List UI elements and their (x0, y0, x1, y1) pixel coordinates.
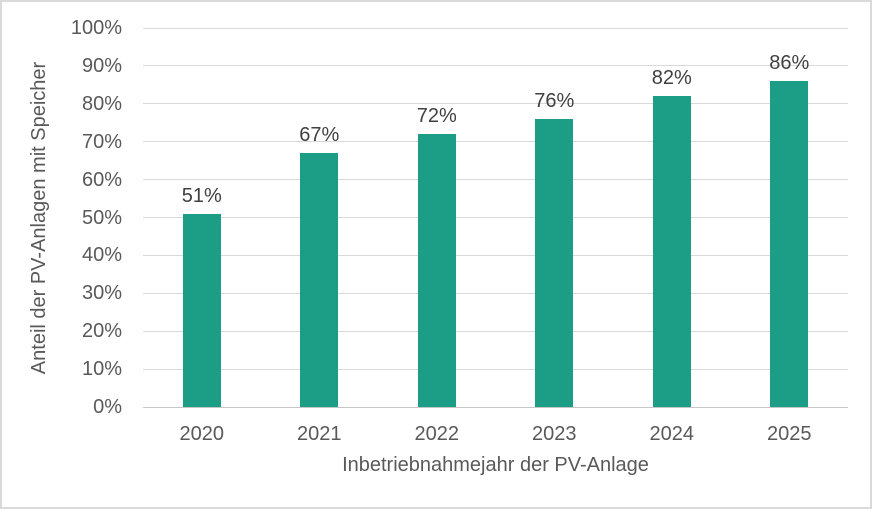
bar-value-label-2025: 86% (769, 52, 810, 75)
x-tick-label-2024: 2024 (649, 423, 695, 445)
bar-value-label-2023: 76% (534, 89, 575, 112)
x-tick-label-2025: 2025 (767, 423, 812, 445)
bar-2025 (770, 81, 809, 407)
y-tick-label: 20% (81, 320, 122, 343)
bar-value-label-2021: 67% (299, 124, 340, 147)
gridline (143, 368, 848, 370)
y-tick-label: 100% (70, 17, 122, 39)
x-tick-label-2022: 2022 (414, 423, 460, 445)
gridline (143, 330, 848, 332)
y-tick-label: 90% (81, 54, 122, 77)
y-tick-label: 60% (81, 168, 122, 191)
gridline (143, 27, 848, 29)
bar-value-label-2022: 72% (416, 105, 457, 128)
y-tick-label: 40% (81, 244, 122, 267)
gridline (143, 103, 848, 105)
gridline (143, 292, 848, 294)
bar-2020 (182, 213, 221, 407)
bar-2021 (300, 153, 339, 407)
x-axis-title: Inbetriebnahmejahr der PV-Anlage (342, 454, 649, 476)
bar-2023 (535, 118, 574, 407)
y-tick-label: 0% (93, 396, 122, 418)
bar-2024 (652, 96, 691, 407)
y-tick-label: 80% (81, 92, 122, 115)
bar-2022 (417, 134, 456, 407)
x-tick-label-2021: 2021 (297, 423, 342, 445)
y-tick-label: 50% (81, 206, 122, 229)
gridline (143, 141, 848, 143)
x-tick-label-2023: 2023 (532, 423, 577, 445)
gridline (143, 179, 848, 181)
bar-value-label-2024: 82% (651, 67, 692, 90)
y-tick-label: 70% (81, 130, 122, 153)
gridline (143, 217, 848, 218)
gridline (143, 65, 848, 67)
y-tick-label: 30% (81, 282, 122, 305)
bar-value-label-2020: 51% (181, 184, 222, 207)
x-tick-label-2020: 2020 (179, 423, 225, 445)
y-tick-label: 10% (81, 358, 122, 381)
x-axis-baseline (143, 406, 848, 408)
gridline (143, 254, 848, 256)
